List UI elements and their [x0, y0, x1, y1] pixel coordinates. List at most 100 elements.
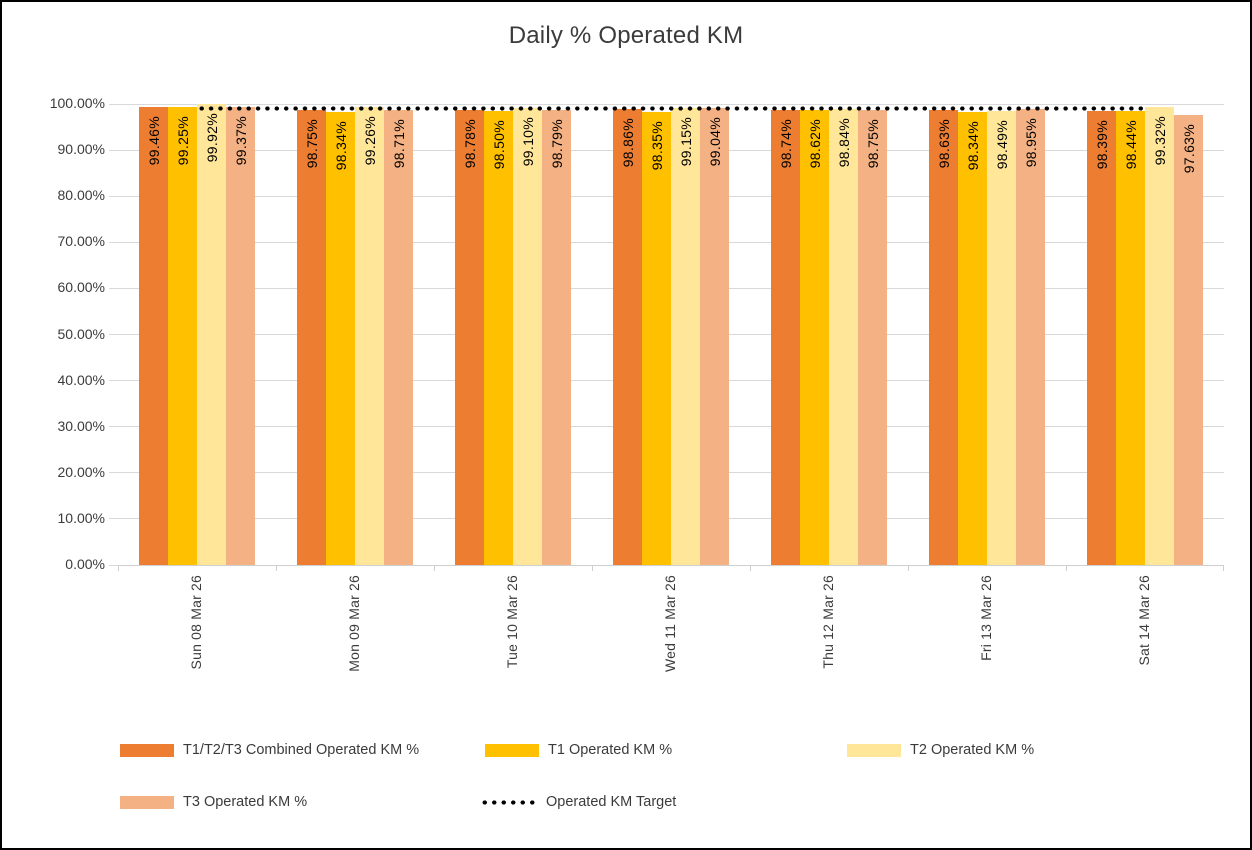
y-axis-label: 30.00%	[57, 417, 105, 434]
legend-swatch-1	[485, 743, 539, 757]
bar-t3-operated-km-: 98.75%	[858, 109, 887, 565]
bar-data-label: 98.79%	[548, 118, 565, 168]
y-axis-label: 20.00%	[57, 463, 105, 480]
bar-t3-operated-km-: 99.37%	[226, 106, 255, 565]
bar-t1-t2-t3-combined-operated-km-: 98.63%	[929, 110, 958, 565]
bar-t3-operated-km-: 99.04%	[700, 108, 729, 565]
y-axis-label: 70.00%	[57, 233, 105, 250]
bar-t1-t2-t3-combined-operated-km-: 98.74%	[771, 109, 800, 565]
bar-t1-t2-t3-combined-operated-km-: 98.39%	[1087, 111, 1116, 565]
gridline	[118, 103, 1224, 105]
bar-data-label: 99.10%	[519, 117, 536, 167]
legend-label-target: Operated KM Target	[546, 794, 677, 810]
bar-t1-operated-km-: 98.44%	[1116, 111, 1145, 565]
x-axis-tick	[1223, 565, 1224, 571]
legend-item-target: Operated KM Target	[480, 794, 676, 810]
legend-label-t2: T2 Operated KM %	[910, 742, 1035, 758]
y-axis-label: 0.00%	[65, 556, 105, 572]
bar-t1-t2-t3-combined-operated-km-: 98.86%	[613, 109, 642, 565]
legend-label-combined: T1/T2/T3 Combined Operated KM %	[183, 742, 420, 758]
bar-data-label: 98.95%	[1022, 117, 1039, 168]
bar-t1-operated-km-: 98.62%	[800, 110, 829, 565]
bar-t2-operated-km-: 99.32%	[1145, 107, 1174, 565]
y-axis-tick	[109, 241, 118, 243]
y-axis-label: 100.00%	[49, 95, 105, 111]
chart-title: Daily % Operated KM	[508, 22, 744, 49]
x-axis-tick	[750, 565, 751, 571]
y-axis-tick	[109, 149, 118, 151]
legend-swatch-3	[120, 795, 174, 809]
bar-data-label: 98.62%	[806, 119, 823, 169]
x-axis-label: Sun 08 Mar 26	[188, 575, 204, 670]
x-axis-label: Mon 09 Mar 26	[346, 575, 362, 672]
bar-data-label: 98.84%	[835, 118, 852, 168]
x-axis-tick	[118, 565, 119, 571]
bar-t1-operated-km-: 98.35%	[642, 111, 671, 565]
bar-t3-operated-km-: 97.63%	[1174, 114, 1203, 565]
bar-data-label: 99.26%	[361, 116, 378, 166]
bar-data-label: 98.49%	[993, 119, 1010, 170]
y-axis-tick	[109, 334, 118, 335]
bar-data-label: 99.92%	[203, 113, 220, 163]
bar-data-label: 98.75%	[303, 118, 320, 169]
legend-swatch-2	[847, 743, 901, 757]
legend-item-combined: T1/T2/T3 Combined Operated KM %	[120, 742, 419, 758]
bar-data-label: 98.86%	[619, 118, 636, 168]
legend-swatch-0	[120, 743, 174, 757]
x-axis-label: Wed 11 Mar 26	[662, 575, 678, 673]
bar-data-label: 99.04%	[706, 117, 723, 167]
bar-t3-operated-km-: 98.95%	[1016, 108, 1045, 565]
x-axis-line	[118, 565, 1224, 566]
bar-data-label: 98.34%	[332, 120, 349, 170]
bar-t3-operated-km-: 98.71%	[384, 109, 413, 565]
y-axis-tick	[109, 472, 118, 474]
bar-t2-operated-km-: 99.15%	[671, 107, 700, 565]
bar-t1-operated-km-: 98.34%	[326, 111, 355, 565]
y-axis-tick	[109, 518, 118, 520]
bar-data-label: 99.25%	[174, 116, 191, 166]
x-axis-tick	[1066, 565, 1067, 571]
bar-t1-t2-t3-combined-operated-km-: 98.75%	[297, 109, 326, 565]
bar-data-label: 98.35%	[648, 120, 665, 170]
bar-data-label: 98.44%	[1122, 120, 1139, 170]
bar-t3-operated-km-: 98.79%	[542, 109, 571, 565]
bar-t1-operated-km-: 99.25%	[168, 107, 197, 565]
bar-data-label: 98.71%	[390, 118, 407, 169]
bar-t2-operated-km-: 99.26%	[355, 107, 384, 565]
x-axis-tick	[908, 565, 909, 571]
bar-data-label: 98.50%	[490, 119, 507, 170]
bar-data-label: 99.46%	[145, 115, 162, 165]
x-axis-tick	[592, 565, 593, 571]
bar-data-label: 98.39%	[1093, 120, 1110, 170]
bar-data-label: 98.78%	[461, 118, 478, 168]
y-axis-tick	[109, 564, 118, 566]
y-axis-label: 60.00%	[57, 279, 105, 296]
bar-t2-operated-km-: 98.84%	[829, 109, 858, 565]
y-axis-label: 50.00%	[57, 325, 105, 342]
legend-item-t3: T3 Operated KM %	[120, 794, 307, 810]
y-axis-label: 80.00%	[57, 187, 105, 204]
bar-t1-t2-t3-combined-operated-km-: 99.46%	[139, 106, 168, 565]
y-axis-tick	[109, 103, 118, 105]
bar-data-label: 98.75%	[864, 118, 881, 169]
x-axis-tick	[434, 565, 435, 571]
bar-t1-t2-t3-combined-operated-km-: 98.78%	[455, 109, 484, 565]
bar-data-label: 99.32%	[1151, 116, 1168, 166]
target-line	[197, 106, 1145, 112]
legend-label-t1: T1 Operated KM %	[548, 742, 673, 758]
y-axis-tick	[109, 426, 118, 428]
bar-t2-operated-km-: 98.49%	[987, 110, 1016, 565]
y-axis-label: 90.00%	[57, 141, 105, 158]
plot-area: 99.46% 98.75% 98.78% 98.86% 98.74% 98.63% 98.3…	[109, 103, 1224, 571]
bar-t2-operated-km-: 99.92%	[197, 104, 226, 565]
y-axis-tick	[109, 380, 118, 382]
legend-item-t1: T1 Operated KM %	[485, 742, 672, 758]
y-axis-label: 10.00%	[57, 509, 105, 526]
y-axis-tick	[109, 195, 118, 197]
x-axis-label: Thu 12 Mar 26	[820, 575, 836, 669]
bar-data-label: 98.34%	[964, 120, 981, 170]
legend-label-t3: T3 Operated KM %	[183, 794, 308, 810]
x-axis-tick	[276, 565, 277, 571]
y-axis-tick	[109, 287, 118, 289]
